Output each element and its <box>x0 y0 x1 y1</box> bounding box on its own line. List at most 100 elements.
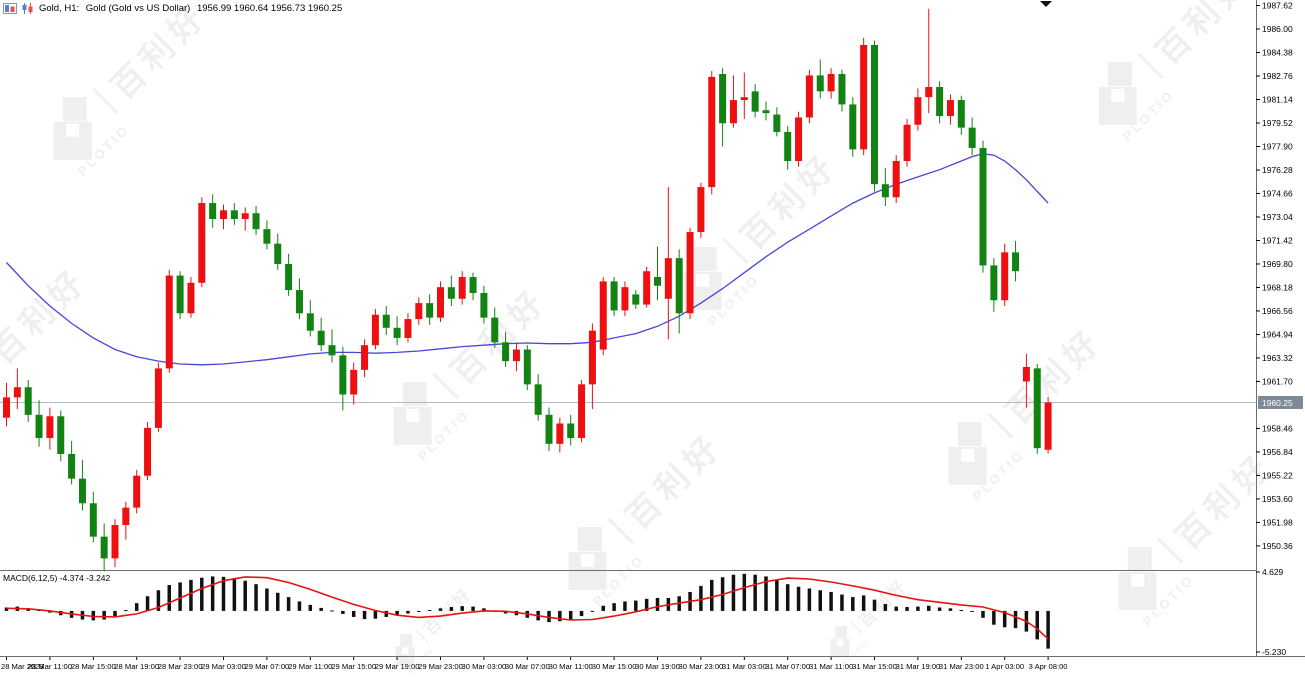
candle <box>762 110 770 114</box>
price-tick-label: 1961.70 <box>1262 376 1293 386</box>
macd-histogram-bar <box>547 610 551 623</box>
candle <box>610 281 618 311</box>
candle <box>165 275 173 369</box>
chart-title-bar: Gold, H1: Gold (Gold vs US Dollar) 1956.… <box>3 3 346 14</box>
candle <box>122 507 130 526</box>
price-tick-label: 1958.46 <box>1262 423 1293 433</box>
price-tick-label: 1986.00 <box>1262 24 1293 34</box>
time-tick-label: 30 Mar 03:00 <box>462 662 507 671</box>
candle <box>404 319 412 338</box>
time-tick-label: 31 Mar 19:00 <box>896 662 941 671</box>
macd-histogram-bar <box>134 603 139 611</box>
candle <box>371 314 379 346</box>
macd-histogram-bar <box>406 610 410 614</box>
candle <box>68 453 76 479</box>
candle <box>914 97 922 125</box>
price-tick-label: 1979.52 <box>1262 118 1293 128</box>
candle <box>1012 252 1020 272</box>
macd-histogram-bar <box>710 579 714 611</box>
time-tick-label: 1 Apr 03:00 <box>985 662 1024 671</box>
price-tick-label: 1974.66 <box>1262 188 1293 198</box>
candle <box>968 127 976 148</box>
candle <box>306 313 314 331</box>
candle <box>295 290 303 314</box>
candle <box>946 100 954 117</box>
macd-histogram-bar <box>341 610 345 614</box>
price-tick-label: 1984.38 <box>1262 48 1293 58</box>
bar-chart-icon[interactable] <box>3 3 17 14</box>
candle <box>643 271 651 305</box>
macd-histogram-bar <box>384 610 388 617</box>
price-tick-label: 1981.14 <box>1262 94 1293 104</box>
macd-histogram-bar <box>308 604 313 611</box>
candle <box>838 73 846 105</box>
time-tick-label: 30 Mar 15:00 <box>592 662 637 671</box>
macd-histogram-bar <box>503 610 508 614</box>
macd-histogram-bar <box>579 610 584 617</box>
time-tick-label: 30 Mar 11:00 <box>549 662 593 671</box>
macd-histogram-bar <box>1035 610 1039 640</box>
macd-histogram-bar <box>276 592 280 611</box>
macd-histogram-bar <box>883 604 888 611</box>
macd-histogram-bar <box>297 601 302 611</box>
candle <box>263 229 271 244</box>
macd-histogram-bar <box>699 585 703 611</box>
macd-histogram-bar <box>948 608 953 611</box>
candle <box>686 232 694 314</box>
scroll-to-end-marker-icon[interactable] <box>1040 1 1052 7</box>
candle <box>556 423 564 444</box>
macd-histogram-bar <box>623 601 627 611</box>
candle <box>437 287 444 318</box>
macd-histogram-bar <box>851 597 855 611</box>
macd-indicator: MACD(6,12,5) -4.374 -3.242 <box>3 573 1050 649</box>
macd-histogram-bar <box>200 577 204 611</box>
price-tick-label: 1951.98 <box>1262 517 1293 527</box>
candle <box>252 213 260 230</box>
candle <box>795 117 803 161</box>
price-tick-label: 1950.36 <box>1262 541 1293 551</box>
macd-histogram-bar <box>232 578 237 611</box>
macd-histogram-bar <box>558 610 562 622</box>
candle <box>382 314 390 328</box>
candle <box>328 345 336 356</box>
candle <box>176 275 184 314</box>
macd-histogram-bar <box>210 576 215 611</box>
time-tick-label: 31 Mar 07:00 <box>765 662 810 671</box>
candle <box>784 131 792 161</box>
title-description: Gold (Gold vs US Dollar) <box>85 3 191 14</box>
candle <box>393 327 401 338</box>
candle <box>751 91 759 112</box>
price-axis[interactable]: 1987.62 1986.00 1984.38 1982.76 1981.14 1979.… <box>1256 1 1293 657</box>
macd-histogram-bar <box>373 610 378 619</box>
macd-readout: MACD(6,12,5) -4.374 -3.242 <box>3 573 111 583</box>
price-tick-label: 1953.60 <box>1262 494 1293 504</box>
candle <box>230 210 238 220</box>
macd-histogram-bar <box>634 600 638 611</box>
candle <box>13 387 21 398</box>
macd-axis-label: -5.230 <box>1262 647 1286 657</box>
price-tick-label: 1976.28 <box>1262 165 1293 175</box>
candle <box>100 536 108 559</box>
macd-histogram-bar <box>113 610 117 617</box>
candle <box>979 147 987 266</box>
candle <box>903 124 911 161</box>
price-tick-label: 1963.32 <box>1262 353 1293 363</box>
macd-histogram-bar <box>785 584 790 611</box>
candle <box>187 282 195 314</box>
macd-histogram-bar <box>655 597 660 611</box>
time-tick-label: 31 Mar 03:00 <box>722 662 767 671</box>
candle <box>154 368 162 428</box>
time-tick-label: 31 Mar 23:00 <box>939 662 984 671</box>
candle <box>849 104 857 150</box>
candlesticks <box>3 8 1052 572</box>
candle <box>599 281 607 350</box>
macd-histogram-bar <box>395 610 399 616</box>
candle <box>925 87 933 98</box>
candle <box>78 478 86 504</box>
candle <box>567 423 575 439</box>
candlestick-icon[interactable] <box>21 3 35 14</box>
time-tick-label: 29 Mar 11:00 <box>288 662 332 671</box>
